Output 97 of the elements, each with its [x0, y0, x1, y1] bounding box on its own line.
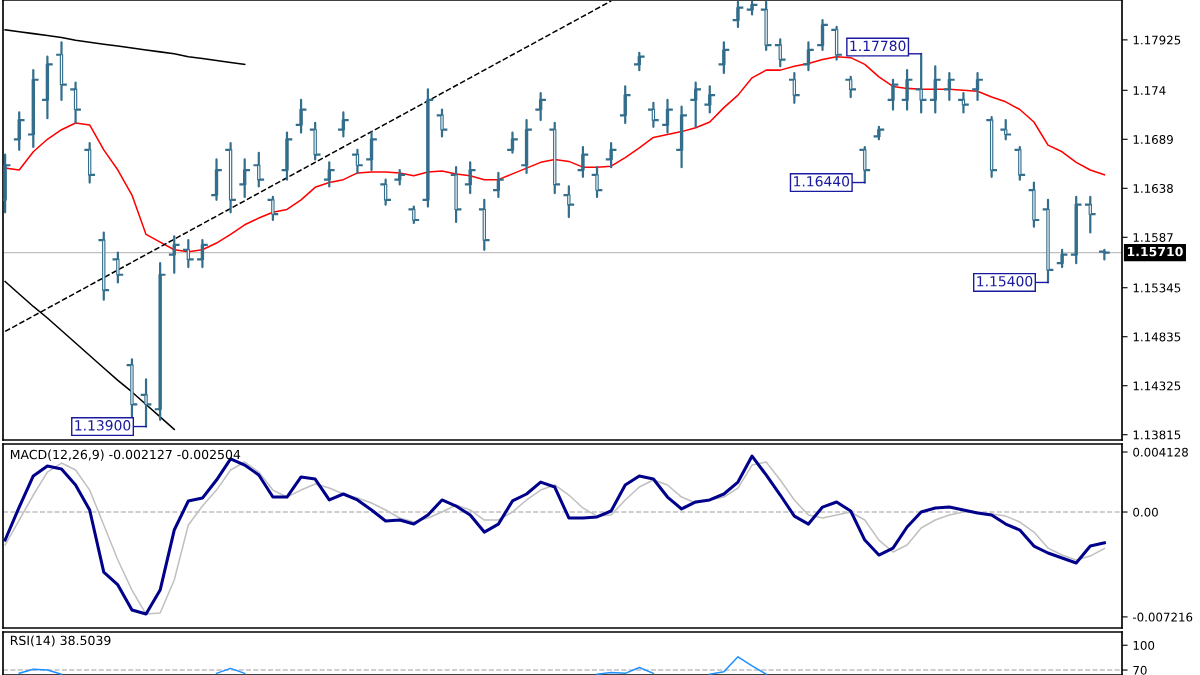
candlestick — [126, 358, 138, 419]
candlestick — [746, 0, 758, 16]
candlestick — [577, 145, 589, 178]
y-tick-label: 1.14325 — [1133, 381, 1181, 391]
candlestick — [591, 166, 603, 199]
candlestick — [239, 158, 251, 199]
candlestick — [859, 145, 871, 184]
candlestick — [56, 41, 67, 102]
candlestick — [1000, 118, 1012, 141]
candlestick — [493, 171, 504, 199]
candlestick — [13, 111, 25, 151]
candlestick — [958, 92, 969, 114]
candlestick — [1028, 181, 1040, 228]
candlestick — [436, 108, 448, 138]
ref-line-label: 1.15710 — [1127, 246, 1183, 257]
y-tick-label: 1.1638 — [1133, 184, 1173, 193]
candlestick — [944, 71, 955, 102]
annotation: 1.17780 — [850, 40, 906, 52]
candlestick — [98, 231, 110, 301]
y-tick-label: 1.13815 — [1133, 430, 1181, 440]
annotation: 1.16440 — [794, 176, 850, 187]
candlestick — [535, 92, 546, 122]
y-tick-label: 1.17925 — [1133, 35, 1181, 45]
chart-title: RSI(14) 38.5039 — [10, 635, 111, 647]
candlestick — [253, 151, 265, 188]
candlestick — [873, 125, 885, 141]
candlestick — [972, 71, 983, 102]
candlestick — [408, 205, 420, 224]
candlestick — [42, 55, 53, 120]
candlestick — [521, 118, 532, 175]
candlestick — [507, 131, 518, 154]
candlestick — [662, 98, 673, 134]
candlestick — [845, 75, 857, 99]
candlestick — [887, 78, 899, 111]
candlestick — [27, 69, 39, 149]
candlestick — [619, 85, 631, 125]
candlestick — [84, 142, 96, 184]
candlestick — [154, 262, 166, 421]
y-tick-label: 0.004128 — [1133, 447, 1188, 457]
candlestick — [1099, 248, 1110, 261]
candlestick — [774, 38, 786, 68]
candlestick — [817, 19, 828, 52]
annotation: 1.15400 — [977, 275, 1033, 287]
y-tick-label: 1.1587 — [1133, 233, 1173, 242]
candlestick — [70, 81, 81, 125]
y-tick-label: 70 — [1133, 665, 1147, 675]
candlestick — [464, 161, 476, 195]
candlestick — [478, 198, 490, 251]
candlestick — [563, 185, 575, 219]
candlestick — [605, 142, 617, 169]
candlestick — [211, 158, 222, 201]
candlestick — [422, 88, 434, 208]
candlestick — [112, 251, 124, 284]
y-tick-label: 0.00 — [1133, 507, 1158, 517]
candlestick — [1070, 195, 1082, 265]
candlestick — [915, 52, 927, 114]
candlestick — [929, 65, 941, 114]
candlestick — [1084, 195, 1096, 234]
candlestick — [450, 166, 462, 224]
annotation: 1.13900 — [75, 420, 131, 431]
y-tick-label: 1.1689 — [1133, 135, 1173, 144]
candlestick — [394, 168, 406, 186]
candlestick — [366, 131, 377, 172]
candlestick — [182, 239, 194, 269]
candlestick — [986, 116, 997, 178]
y-tick-label: 1.15345 — [1133, 283, 1181, 293]
candlestick — [704, 85, 716, 114]
y-tick-label: 1.174 — [1133, 86, 1166, 95]
candlestick — [690, 81, 702, 128]
chart-title: MACD(12,26,9) -0.002127 -0.002504 — [10, 449, 241, 461]
y-tick-label: -0.007216 — [1132, 612, 1193, 622]
candlestick — [1042, 198, 1054, 284]
y-tick-label: 1.14835 — [1133, 332, 1181, 342]
candlestick — [281, 131, 293, 181]
candlestick — [1056, 248, 1068, 269]
candlestick — [295, 98, 307, 134]
candlestick — [309, 121, 321, 161]
candlestick — [338, 111, 349, 138]
candlestick — [323, 161, 335, 188]
candlestick — [197, 239, 208, 269]
candlestick — [803, 41, 814, 72]
candlestick — [789, 71, 800, 104]
candlestick — [901, 69, 913, 111]
candlestick — [676, 105, 687, 169]
y-tick-label: 100 — [1133, 640, 1155, 650]
candlestick — [168, 235, 180, 274]
candlestick — [267, 195, 279, 222]
candlestick — [140, 378, 152, 428]
candlestick — [831, 25, 842, 61]
candlestick — [760, 0, 772, 52]
candlestick — [732, 0, 744, 29]
candlestick — [648, 101, 659, 128]
candlestick — [1014, 145, 1026, 181]
candlestick — [549, 121, 561, 195]
candlestick — [352, 148, 363, 175]
candlestick — [633, 51, 645, 72]
candlestick — [718, 41, 730, 75]
